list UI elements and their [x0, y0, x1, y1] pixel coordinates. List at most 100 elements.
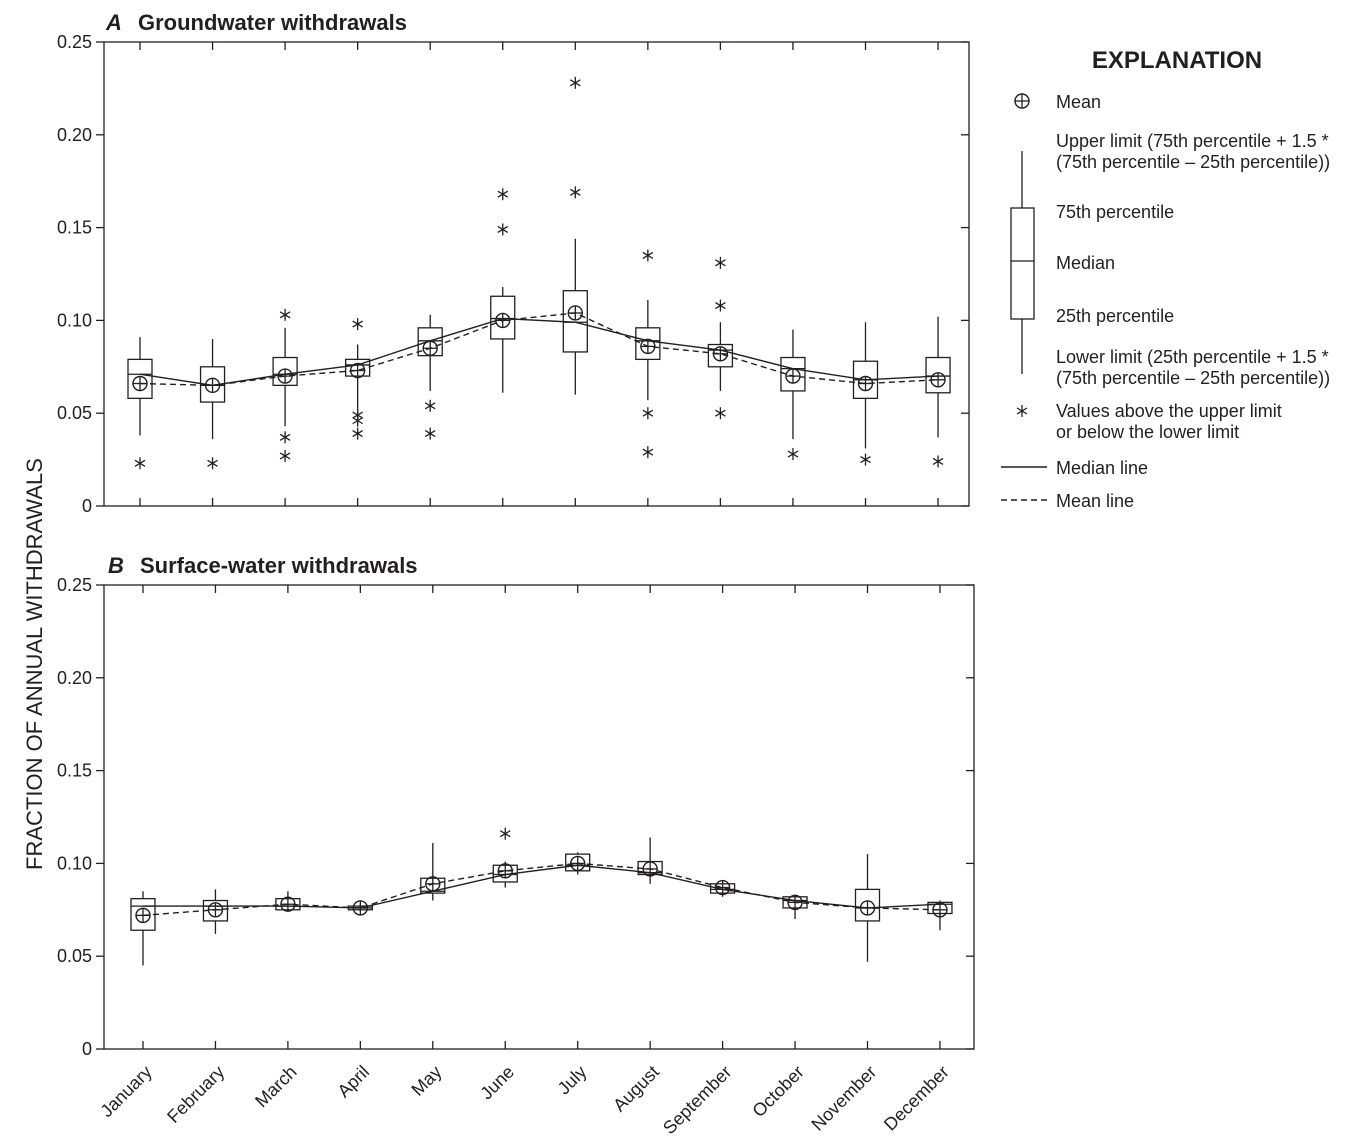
panel-b-ytick-label-5: 0.25 [57, 575, 92, 595]
panel-a-plot-frame [103, 41, 970, 507]
panel-a-outlier-3-2-stroke-3 [352, 417, 363, 425]
panel-a-outlier-8-0-stroke-3 [715, 259, 726, 267]
panel-a-outlier-8-2-stroke-3 [715, 409, 726, 417]
panel-a-outlier-11-0-stroke-3 [932, 457, 944, 466]
panel-a-outlier-2-1-stroke-3 [279, 433, 291, 441]
panel-a-outlier-0-0 [134, 457, 146, 470]
panel-b-ytick-label-1: 0.05 [57, 946, 92, 966]
legend-lower-limit-label-1: Lower limit (25th percentile + 1.5 * [1056, 347, 1329, 367]
panel-b-xtick-label-1: February [163, 1062, 228, 1127]
panel-a-outlier-3-0 [352, 318, 363, 331]
panel-a-outlier-2-1 [279, 431, 291, 444]
panel-b-letter: B [108, 553, 124, 578]
panel-a-outlier-7-1 [642, 407, 654, 420]
legend-outliers-label-2: or below the lower limit [1056, 422, 1239, 442]
panel-a-outlier-6-0 [569, 76, 581, 89]
panel-a-outlier-5-1-stroke-3 [497, 225, 509, 234]
panel-a-outlier-8-1 [715, 299, 726, 312]
panel-a-outlier-5-0-stroke-3 [497, 190, 509, 198]
panel-a-outlier-9-0 [787, 448, 799, 461]
legend-upper-limit-label-2: (75th percentile – 25th percentile)) [1056, 152, 1330, 172]
legend-mean-label: Mean [1056, 92, 1101, 112]
panel-a-box-7 [635, 327, 661, 361]
panel-b-xtick-label-9: October [748, 1062, 807, 1121]
panel-a-outlier-2-2 [279, 449, 291, 462]
panel-a-outlier-3-3 [352, 427, 363, 440]
panel-a-outlier-6-1 [569, 186, 581, 199]
panel-a-outlier-7-1-stroke-3 [642, 409, 654, 417]
legend-median-line-label: Median line [1056, 458, 1148, 478]
panel-a-outlier-1-0-stroke-3 [207, 459, 218, 467]
panel-a-outlier-8-0 [715, 256, 726, 269]
legend-p75-label: 75th percentile [1056, 202, 1174, 222]
panel-a-outlier-4-0-stroke-3 [424, 402, 436, 410]
panel-b-outlier-5-0-stroke-3 [499, 830, 511, 838]
panel-a-ytick-label-0: 0 [82, 496, 92, 516]
panel-b-title: Surface-water withdrawals [140, 553, 418, 578]
panel-a-outlier-2-0 [279, 308, 291, 321]
panel-b-plot-frame [103, 584, 975, 1050]
panel-a-outlier-5-0 [497, 188, 509, 201]
panel-b-xtick-label-0: January [96, 1062, 155, 1121]
panel-b-ytick-label-4: 0.20 [57, 668, 92, 688]
panel-a-ytick-label-3: 0.15 [57, 218, 92, 238]
panel-b-ytick-label-2: 0.10 [57, 853, 92, 873]
panel-a-outlier-6-0-stroke-3 [569, 79, 581, 87]
legend-title: EXPLANATION [1092, 47, 1262, 74]
panel-b-mean-line [142, 862, 940, 917]
panel-a-title: Groundwater withdrawals [138, 10, 407, 35]
panel-a-outlier-6-1-stroke-3 [569, 188, 581, 196]
legend-upper-limit-label-1: Upper limit (75th percentile + 1.5 * [1056, 131, 1329, 151]
panel-a-letter: A [105, 10, 122, 35]
panel-a-outlier-10-0-stroke-3 [860, 456, 871, 464]
panel-b-outlier-5-0 [499, 827, 511, 840]
panel-a-outlier-3-2 [352, 414, 363, 427]
panel-a-outlier-9-0-stroke-3 [787, 450, 799, 458]
legend-mean-line-label: Mean line [1056, 491, 1134, 511]
panel-b-median-line [143, 864, 940, 909]
panel-b-xtick-label-11: December [880, 1062, 953, 1135]
panel-b-xtick-label-10: November [807, 1062, 880, 1135]
panel-a-outlier-11-0 [932, 455, 944, 468]
panel-a-outlier-7-2 [642, 446, 654, 459]
legend-median-label: Median [1056, 253, 1115, 273]
legend-boxplot-key-icon [1010, 151, 1035, 374]
panel-a-outlier-4-1 [424, 427, 436, 440]
legend-explanation: EXPLANATION Mean Upper limit (75th perce… [1001, 47, 1330, 511]
legend-p25-label: 25th percentile [1056, 306, 1174, 326]
panel-a-outlier-3-3-stroke-3 [352, 430, 363, 438]
panel-a-outlier-7-2-stroke-3 [642, 448, 654, 456]
panel-a-ytick-label-2: 0.10 [57, 310, 92, 330]
legend-mean-symbol-icon [1014, 93, 1030, 109]
panel-a-outlier-10-0 [860, 453, 871, 466]
panel-a-outlier-4-1-stroke-3 [424, 430, 436, 438]
panel-a-ytick-label-4: 0.20 [57, 125, 92, 145]
panel-a-outlier-4-0 [424, 399, 436, 412]
panel-b-xtick-label-4: May [407, 1062, 445, 1100]
panel-b-ytick-label-3: 0.15 [57, 761, 92, 781]
panel-a-ytick-label-1: 0.05 [57, 403, 92, 423]
panel-a-marks: 0 0.05 0.10 0.15 0.20 0.25 [57, 32, 969, 516]
panel-b-xtick-label-6: July [554, 1062, 591, 1099]
panel-a-ytick-label-5: 0.25 [57, 32, 92, 52]
y-axis-label: FRACTION OF ANNUAL WITHDRAWALS [22, 458, 47, 870]
panel-a-mean-line [139, 312, 939, 387]
panel-a-outlier-0-0-stroke-3 [134, 459, 146, 467]
panel-b-xtick-label-5: June [476, 1062, 518, 1104]
panel-a-outlier-1-0 [207, 457, 218, 470]
panel-a-outlier-3-0-stroke-3 [352, 320, 363, 328]
legend-lower-limit-label-2: (75th percentile – 25th percentile)) [1056, 368, 1330, 388]
panel-b-marks: 0 0.05 0.10 0.15 0.20 0.25 January February Marc… [57, 575, 974, 1136]
panel-a-groundwater: A Groundwater withdrawals 00.050.100.150… [57, 10, 970, 516]
panel-a-outlier-2-0-stroke-3 [279, 311, 291, 319]
panel-b-xtick-label-8: September [659, 1062, 735, 1136]
panel-a-outlier-2-2-stroke-3 [279, 452, 291, 460]
legend-outliers-label-1: Values above the upper limit [1056, 401, 1282, 421]
panel-a-outlier-8-2 [715, 407, 726, 420]
panel-b-xtick-label-2: March [251, 1062, 301, 1112]
panel-a-median-line [139, 317, 939, 387]
panel-b-ytick-label-0: 0 [82, 1039, 92, 1059]
panel-a-outlier-7-0 [642, 249, 654, 262]
legend-outlier-symbol-icon [1016, 405, 1028, 417]
